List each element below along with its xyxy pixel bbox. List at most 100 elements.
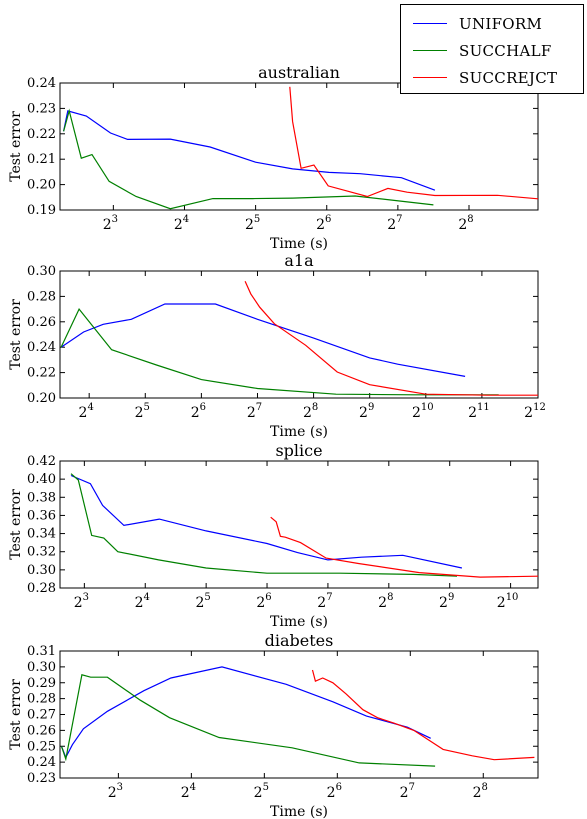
y-tick-label: 0.24 xyxy=(27,755,56,770)
y-tick-label: 0.20 xyxy=(27,391,56,406)
x-tick-label: 28 xyxy=(458,214,473,233)
x-tick-label: 26 xyxy=(256,592,271,611)
x-tick-label: 29 xyxy=(359,402,374,421)
x-tick-label: 211 xyxy=(468,402,490,421)
y-tick-label: 0.28 xyxy=(27,581,56,596)
x-tick-label: 26 xyxy=(316,214,331,233)
y-tick-label: 0.26 xyxy=(27,315,56,330)
series-line-uniform xyxy=(70,474,463,569)
x-tick-label: 24 xyxy=(181,782,196,801)
x-tick-label: 212 xyxy=(524,402,546,421)
x-axis-label: Time (s) xyxy=(270,236,328,252)
x-tick-label: 27 xyxy=(247,402,262,421)
x-tick-label: 28 xyxy=(303,402,318,421)
chart-1: a1a 0.20 0.22 0.24 0.26 0.28 0.30 24 25 26 27 28 29 2… xyxy=(8,251,546,440)
y-tick-label: 0.22 xyxy=(27,366,56,381)
x-axis-label: Time (s) xyxy=(270,424,328,440)
x-tick-label: 24 xyxy=(174,214,189,233)
plot-frame xyxy=(59,650,539,779)
x-tick-label: 27 xyxy=(317,592,332,611)
x-tick-label: 26 xyxy=(327,782,342,801)
legend-swatch xyxy=(413,23,447,24)
plot-frame xyxy=(59,82,539,211)
y-tick-label: 0.38 xyxy=(27,490,56,505)
x-tick-label: 210 xyxy=(412,402,434,421)
legend: UNIFORM SUCCHALF SUCCREJCT xyxy=(400,4,584,94)
series-line-uniform xyxy=(63,110,436,191)
x-tick-label: 23 xyxy=(108,782,123,801)
chart-title: a1a xyxy=(284,251,314,270)
series-line-succrejct xyxy=(311,669,535,761)
y-tick-label: 0.31 xyxy=(27,644,56,659)
x-tick-label: 27 xyxy=(400,782,415,801)
y-tick-label: 0.29 xyxy=(27,676,56,691)
x-tick-label: 24 xyxy=(79,402,94,421)
x-tick-label: 26 xyxy=(191,402,206,421)
x-tick-label: 23 xyxy=(74,592,89,611)
series-line-succrejct xyxy=(270,516,538,578)
chart-0: australian 0.19 0.20 0.21 0.22 0.23 0.24 23 24 25… xyxy=(8,63,539,252)
y-tick-label: 0.24 xyxy=(27,340,56,355)
legend-entry-succhalf: SUCCHALF xyxy=(401,41,583,61)
series-line-succrejct xyxy=(289,86,538,200)
plot-frame xyxy=(59,460,539,589)
x-axis-label: Time (s) xyxy=(270,614,328,630)
y-tick-label: 0.30 xyxy=(27,563,56,578)
y-tick-label: 0.25 xyxy=(27,739,56,754)
y-tick-label: 0.28 xyxy=(27,692,56,707)
y-tick-label: 0.36 xyxy=(27,508,56,523)
y-tick-label: 0.42 xyxy=(27,454,56,469)
x-tick-label: 25 xyxy=(135,402,150,421)
y-axis-label: Test error xyxy=(8,299,24,370)
chart-3: diabetes 0.230.240.250.260.270.280.290.30… xyxy=(8,631,539,819)
x-tick-label: 25 xyxy=(245,214,260,233)
x-axis-label: Time (s) xyxy=(270,804,328,819)
y-tick-label: 0.23 xyxy=(27,771,56,786)
x-tick-label: 28 xyxy=(378,592,393,611)
x-tick-label: 25 xyxy=(254,782,269,801)
y-tick-label: 0.32 xyxy=(27,545,56,560)
y-tick-label: 0.22 xyxy=(27,127,56,142)
x-tick-label: 210 xyxy=(497,592,519,611)
legend-label: SUCCREJCT xyxy=(459,69,558,87)
x-tick-label: 23 xyxy=(103,214,118,233)
y-tick-label: 0.19 xyxy=(27,203,56,218)
series-line-succrejct xyxy=(244,280,538,396)
legend-swatch xyxy=(413,50,447,51)
y-tick-label: 0.26 xyxy=(27,723,56,738)
chart-title: diabetes xyxy=(265,631,334,650)
chart-title: splice xyxy=(275,441,322,460)
series-line-succhalf xyxy=(70,473,458,577)
plot-frame xyxy=(59,270,539,399)
series-line-succhalf xyxy=(60,674,436,767)
y-tick-label: 0.20 xyxy=(27,178,56,193)
x-tick-label: 25 xyxy=(195,592,210,611)
y-tick-label: 0.30 xyxy=(27,660,56,675)
y-tick-label: 0.24 xyxy=(27,76,56,91)
series-line-succhalf xyxy=(60,307,499,396)
y-tick-label: 0.27 xyxy=(27,708,56,723)
x-tick-label: 29 xyxy=(439,592,454,611)
y-axis-label: Test error xyxy=(8,489,24,560)
legend-label: SUCCHALF xyxy=(459,42,552,60)
legend-swatch xyxy=(413,77,447,78)
y-axis-label: Test error xyxy=(8,679,24,750)
legend-entry-succrejct: SUCCREJCT xyxy=(401,68,583,88)
legend-entry-uniform: UNIFORM xyxy=(401,14,583,34)
chart-2: splice 0.28 0.30 0.32 0.34 0.36 0.38 0.40 0.42 23… xyxy=(8,441,539,630)
y-tick-label: 0.40 xyxy=(27,472,56,487)
x-tick-label: 27 xyxy=(387,214,402,233)
y-tick-label: 0.30 xyxy=(27,264,56,279)
chart-title: australian xyxy=(258,63,340,82)
y-tick-label: 0.34 xyxy=(27,527,56,542)
series-line-uniform xyxy=(60,666,431,759)
y-tick-label: 0.28 xyxy=(27,289,56,304)
y-axis-label: Test error xyxy=(8,111,24,182)
y-tick-label: 0.23 xyxy=(27,101,56,116)
x-tick-label: 28 xyxy=(473,782,488,801)
series-line-uniform xyxy=(60,303,466,377)
series-line-succhalf xyxy=(63,108,434,210)
x-tick-label: 24 xyxy=(135,592,150,611)
legend-label: UNIFORM xyxy=(459,15,543,33)
